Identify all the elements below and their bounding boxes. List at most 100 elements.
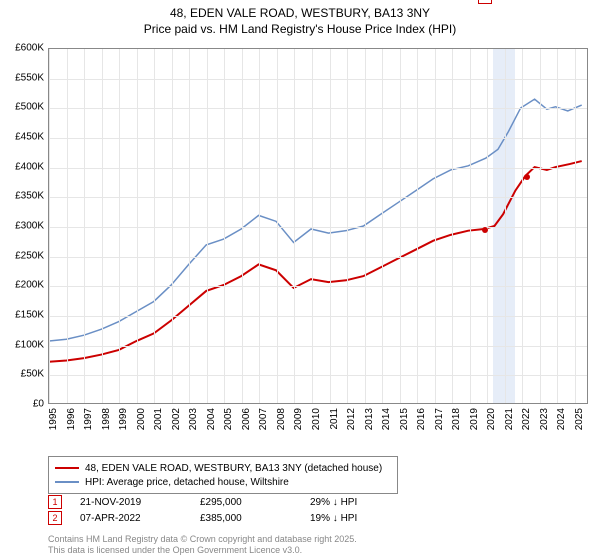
copyright-line1: Contains HM Land Registry data © Crown c… [48,534,357,545]
sales-row-delta: 29% ↓ HPI [310,497,420,508]
x-tick-label: 2017 [434,408,445,430]
x-axis: 1995199619971998199920002001200220032004… [48,404,588,452]
legend-swatch [55,481,79,483]
sale-marker [482,227,488,233]
x-tick-label: 2022 [521,408,532,430]
gridline-v [189,49,190,403]
x-tick-label: 2025 [574,408,585,430]
y-tick-label: £200K [15,280,44,291]
gridline-h [49,138,587,139]
x-tick-label: 2011 [329,408,340,430]
x-tick-label: 2009 [293,408,304,430]
gridline-v [347,49,348,403]
x-tick-label: 2013 [364,408,375,430]
x-tick-label: 2004 [206,408,217,430]
gridline-h [49,316,587,317]
x-tick-label: 2005 [223,408,234,430]
y-axis: £0£50K£100K£150K£200K£250K£300K£350K£400… [0,48,48,404]
x-tick-label: 2003 [188,408,199,430]
gridline-h [49,79,587,80]
title-block: 48, EDEN VALE ROAD, WESTBURY, BA13 3NY P… [0,0,600,39]
gridline-v [49,49,50,403]
x-tick-label: 2002 [171,408,182,430]
sales-row: 207-APR-2022£385,00019% ↓ HPI [48,510,420,526]
chart-container: 48, EDEN VALE ROAD, WESTBURY, BA13 3NY P… [0,0,600,560]
gridline-v [137,49,138,403]
gridline-v [417,49,418,403]
sales-row-price: £295,000 [200,497,310,508]
gridline-h [49,257,587,258]
title-address: 48, EDEN VALE ROAD, WESTBURY, BA13 3NY [0,6,600,22]
x-tick-label: 2018 [451,408,462,430]
sales-row-date: 21-NOV-2019 [80,497,200,508]
gridline-v [452,49,453,403]
y-tick-label: £250K [15,250,44,261]
x-tick-label: 2023 [539,408,550,430]
x-tick-label: 1996 [66,408,77,430]
y-tick-label: £350K [15,191,44,202]
y-tick-label: £500K [15,102,44,113]
gridline-v [470,49,471,403]
legend-label: HPI: Average price, detached house, Wilt… [85,477,289,488]
sale-marker [524,174,530,180]
gridline-h [49,375,587,376]
x-tick-label: 2024 [556,408,567,430]
sales-table: 1 21-NOV-2019£295,00029% ↓ HPI 207-APR-202… [48,494,420,526]
gridline-v [242,49,243,403]
x-tick-label: 1999 [118,408,129,430]
y-tick-label: £0 [33,399,44,410]
sales-row-delta: 19% ↓ HPI [310,513,420,524]
gridline-v [294,49,295,403]
sales-row: 1 21-NOV-2019£295,00029% ↓ HPI [48,494,420,510]
sales-row-date: 07-APR-2022 [80,513,200,524]
gridline-v [487,49,488,403]
gridline-v [102,49,103,403]
gridline-h [49,346,587,347]
gridline-v [84,49,85,403]
x-tick-label: 2020 [486,408,497,430]
gridline-v [365,49,366,403]
x-tick-label: 1998 [101,408,112,430]
gridline-v [382,49,383,403]
gridline-h [49,197,587,198]
gridline-h [49,286,587,287]
legend: 48, EDEN VALE ROAD, WESTBURY, BA13 3NY (… [48,456,398,494]
sales-row-num: 1 [48,495,62,509]
y-tick-label: £150K [15,310,44,321]
y-tick-label: £100K [15,339,44,350]
gridline-v [312,49,313,403]
sales-row-price: £385,000 [200,513,310,524]
gridline-v [400,49,401,403]
y-tick-label: £450K [15,132,44,143]
x-tick-label: 2010 [311,408,322,430]
gridline-v [154,49,155,403]
x-tick-label: 2019 [469,408,480,430]
legend-item: HPI: Average price, detached house, Wilt… [55,475,391,489]
y-tick-label: £600K [15,43,44,54]
legend-item: 48, EDEN VALE ROAD, WESTBURY, BA13 3NY (… [55,461,391,475]
gridline-h [49,108,587,109]
gridline-h [49,227,587,228]
gridline-v [207,49,208,403]
x-tick-label: 2016 [416,408,427,430]
gridline-h [49,168,587,169]
gridline-v [67,49,68,403]
chart-svg [49,49,587,403]
x-tick-label: 1995 [48,408,59,430]
gridline-v [522,49,523,403]
gridline-v [277,49,278,403]
legend-swatch [55,467,79,469]
gridline-v [557,49,558,403]
gridline-v [505,49,506,403]
y-tick-label: £300K [15,221,44,232]
x-tick-label: 2014 [381,408,392,430]
x-tick-label: 2001 [153,408,164,430]
sale-label: 1 [478,0,492,4]
title-subtitle: Price paid vs. HM Land Registry's House … [0,22,600,38]
x-tick-label: 2006 [241,408,252,430]
x-tick-label: 2000 [136,408,147,430]
copyright: Contains HM Land Registry data © Crown c… [48,534,357,556]
legend-label: 48, EDEN VALE ROAD, WESTBURY, BA13 3NY (… [85,463,382,474]
series-hpi [49,99,582,341]
x-tick-label: 2008 [276,408,287,430]
